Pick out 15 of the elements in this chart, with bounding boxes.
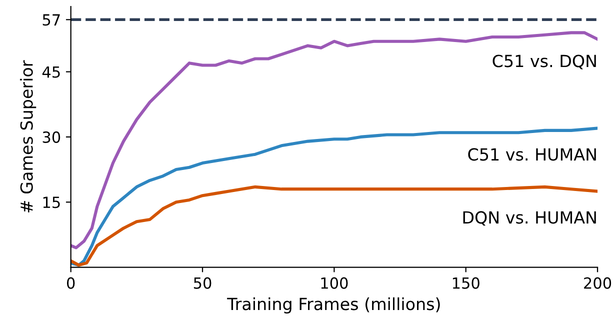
y-axis-title: # Games Superior <box>20 60 36 212</box>
y-tick-label: 30 <box>42 131 60 143</box>
x-tick-label: 0 <box>66 277 75 289</box>
y-tick-label: 15 <box>43 196 60 208</box>
x-axis-title: Training Frames (millions) <box>227 297 440 314</box>
y-tick-label: 57 <box>42 14 60 26</box>
x-tick-label: 50 <box>194 277 212 289</box>
x-tick-label: 100 <box>321 277 348 289</box>
y-tick-label: 45 <box>42 66 60 78</box>
series-label: DQN vs. HUMAN <box>463 211 596 226</box>
x-tick-label: 150 <box>452 277 480 289</box>
series-label: C51 vs. DQN <box>492 54 596 70</box>
series-label: C51 vs. HUMAN <box>468 148 596 161</box>
x-tick-label: 200 <box>584 277 612 289</box>
line-series <box>70 31 598 250</box>
